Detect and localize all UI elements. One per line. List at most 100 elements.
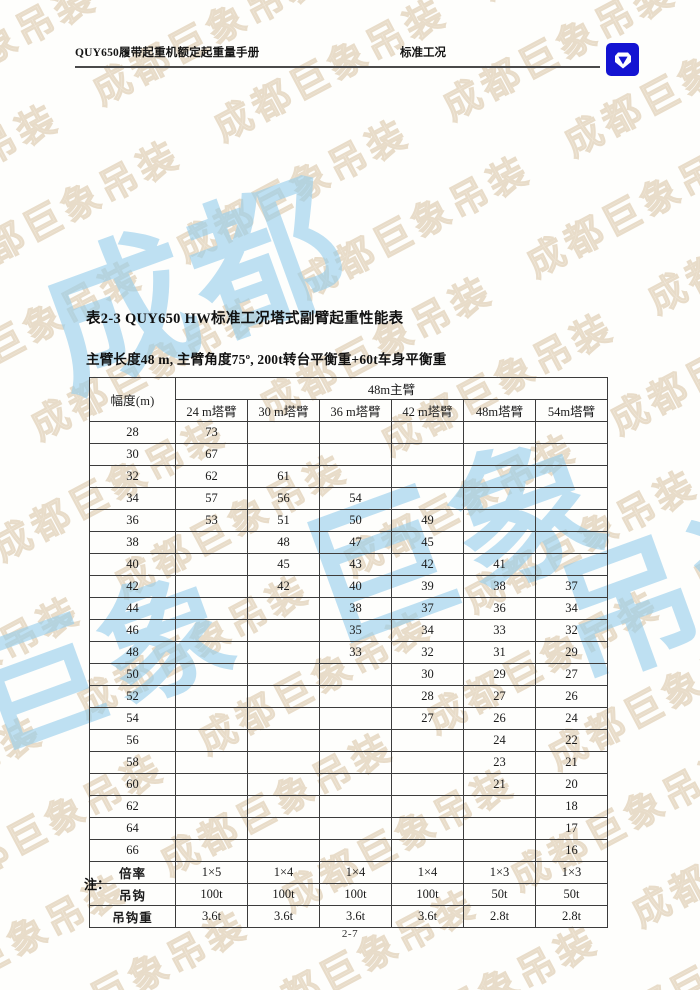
capacity-cell: 53 xyxy=(175,509,248,532)
radius-cell: 46 xyxy=(89,619,176,642)
capacity-cell: 22 xyxy=(534,729,609,752)
capacity-cell xyxy=(247,729,320,752)
capacity-cell xyxy=(175,729,248,752)
radius-cell: 34 xyxy=(89,487,176,510)
capacity-cell: 31 xyxy=(463,641,536,664)
spec-value-cell: 2.8t xyxy=(534,905,609,928)
load-chart-table: 幅度(m) 48m主臂 24 m塔臂 30 m塔臂 36 m塔臂 42 m塔臂 … xyxy=(89,377,609,928)
capacity-cell: 34 xyxy=(534,597,609,620)
spec-value-cell: 50t xyxy=(534,883,609,906)
capacity-cell: 27 xyxy=(391,707,464,730)
spec-value-cell: 1×4 xyxy=(247,861,320,884)
capacity-cell: 23 xyxy=(463,751,536,774)
table-row: 38 48 47 45 xyxy=(89,531,609,554)
capacity-cell xyxy=(319,773,392,796)
radius-cell: 40 xyxy=(89,553,176,576)
capacity-cell xyxy=(175,531,248,554)
capacity-cell xyxy=(319,839,392,862)
spec-row: 倍率 1×5 1×4 1×4 1×4 1×3 1×3 xyxy=(89,861,609,884)
spec-value-cell: 1×4 xyxy=(391,861,464,884)
table-row: 48 33 32 31 29 xyxy=(89,641,609,664)
table-row: 30 67 xyxy=(89,443,609,466)
capacity-cell xyxy=(175,773,248,796)
capacity-cell xyxy=(319,421,392,444)
header-manual-title: QUY650履带起重机额定起重量手册 xyxy=(75,47,260,59)
capacity-cell: 34 xyxy=(391,619,464,642)
capacity-cell: 61 xyxy=(247,465,320,488)
capacity-cell xyxy=(175,817,248,840)
capacity-cell xyxy=(463,795,536,818)
table-row: 34 57 56 54 xyxy=(89,487,609,510)
table-row: 52 28 27 26 xyxy=(89,685,609,708)
radius-cell: 38 xyxy=(89,531,176,554)
capacity-cell: 43 xyxy=(319,553,392,576)
column-header-jib: 54m塔臂 xyxy=(534,399,609,422)
capacity-cell: 24 xyxy=(534,707,609,730)
capacity-cell xyxy=(319,729,392,752)
spec-value-cell: 1×5 xyxy=(175,861,248,884)
page-number: 2-7 xyxy=(341,928,359,940)
column-header-jib: 30 m塔臂 xyxy=(247,399,320,422)
spec-label: 吊钩 xyxy=(89,883,176,906)
capacity-cell xyxy=(534,421,609,444)
spec-value-cell: 3.6t xyxy=(391,905,464,928)
capacity-cell: 21 xyxy=(463,773,536,796)
capacity-cell xyxy=(534,553,609,576)
capacity-cell xyxy=(175,597,248,620)
table-body: 28 73 30 67 32 62 61 34 57 56 54 36 53 51 50 49 38 48 47 45… xyxy=(89,421,609,928)
spec-row: 吊钩重 3.6t 3.6t 3.6t 3.6t 2.8t 2.8t xyxy=(89,905,609,928)
radius-cell: 54 xyxy=(89,707,176,730)
capacity-cell xyxy=(463,487,536,510)
table-row: 60 21 20 xyxy=(89,773,609,796)
spec-value-cell: 1×4 xyxy=(319,861,392,884)
capacity-cell: 20 xyxy=(534,773,609,796)
table-header-row-group: 幅度(m) 48m主臂 xyxy=(89,377,609,422)
document-header: QUY650履带起重机额定起重量手册 标准工况 xyxy=(75,44,600,70)
table-row: 66 16 xyxy=(89,839,609,862)
note-label: 注： xyxy=(84,877,111,892)
capacity-cell xyxy=(247,685,320,708)
capacity-cell xyxy=(463,443,536,466)
capacity-cell xyxy=(463,465,536,488)
capacity-cell xyxy=(247,839,320,862)
capacity-cell: 30 xyxy=(391,663,464,686)
spec-value-cell: 1×3 xyxy=(534,861,609,884)
capacity-cell: 51 xyxy=(247,509,320,532)
spec-label: 吊钩重 xyxy=(89,905,176,928)
spec-value-cell: 100t xyxy=(319,883,392,906)
capacity-cell: 50 xyxy=(319,509,392,532)
capacity-cell: 26 xyxy=(463,707,536,730)
table-row: 58 23 21 xyxy=(89,751,609,774)
capacity-cell xyxy=(175,707,248,730)
capacity-cell: 57 xyxy=(175,487,248,510)
radius-cell: 60 xyxy=(89,773,176,796)
capacity-cell: 21 xyxy=(534,751,609,774)
capacity-cell xyxy=(247,773,320,796)
radius-cell: 56 xyxy=(89,729,176,752)
capacity-cell xyxy=(319,817,392,840)
capacity-cell: 17 xyxy=(534,817,609,840)
header-rule xyxy=(75,66,600,68)
capacity-cell xyxy=(319,795,392,818)
radius-cell: 64 xyxy=(89,817,176,840)
capacity-cell xyxy=(175,839,248,862)
radius-cell: 58 xyxy=(89,751,176,774)
capacity-cell xyxy=(247,663,320,686)
capacity-cell xyxy=(175,641,248,664)
capacity-cell: 36 xyxy=(463,597,536,620)
spec-value-cell: 3.6t xyxy=(175,905,248,928)
table-row: 32 62 61 xyxy=(89,465,609,488)
capacity-cell xyxy=(247,751,320,774)
table-row: 46 35 34 33 32 xyxy=(89,619,609,642)
capacity-cell: 54 xyxy=(319,487,392,510)
capacity-cell: 26 xyxy=(534,685,609,708)
capacity-cell xyxy=(391,773,464,796)
capacity-cell: 32 xyxy=(534,619,609,642)
capacity-cell: 41 xyxy=(463,553,536,576)
table-header-row-jibs: 24 m塔臂 30 m塔臂 36 m塔臂 42 m塔臂 48m塔臂 54m塔臂 xyxy=(90,399,609,422)
capacity-cell: 33 xyxy=(319,641,392,664)
capacity-cell xyxy=(463,839,536,862)
capacity-cell: 62 xyxy=(175,465,248,488)
